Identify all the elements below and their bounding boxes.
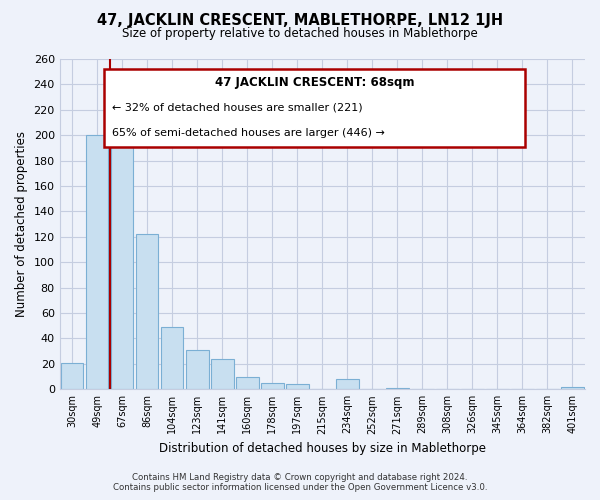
Bar [286,384,308,390]
Bar [111,116,133,390]
Bar [336,379,359,390]
Bar [386,388,409,390]
Bar [261,383,284,390]
X-axis label: Distribution of detached houses by size in Mablethorpe: Distribution of detached houses by size … [159,442,486,455]
Bar [161,327,184,390]
Bar [236,376,259,390]
Text: 47, JACKLIN CRESCENT, MABLETHORPE, LN12 1JH: 47, JACKLIN CRESCENT, MABLETHORPE, LN12 … [97,12,503,28]
Bar [186,350,209,390]
Text: ← 32% of detached houses are smaller (221): ← 32% of detached houses are smaller (22… [112,102,363,113]
Bar [61,362,83,390]
Bar [211,359,233,390]
Text: 65% of semi-detached houses are larger (446) →: 65% of semi-detached houses are larger (… [112,128,385,138]
Text: Size of property relative to detached houses in Mablethorpe: Size of property relative to detached ho… [122,28,478,40]
FancyBboxPatch shape [104,69,524,146]
Y-axis label: Number of detached properties: Number of detached properties [15,131,28,317]
Text: Contains HM Land Registry data © Crown copyright and database right 2024.
Contai: Contains HM Land Registry data © Crown c… [113,473,487,492]
Bar [136,234,158,390]
Bar [561,387,584,390]
Bar [86,135,109,390]
Text: 47 JACKLIN CRESCENT: 68sqm: 47 JACKLIN CRESCENT: 68sqm [215,76,414,90]
